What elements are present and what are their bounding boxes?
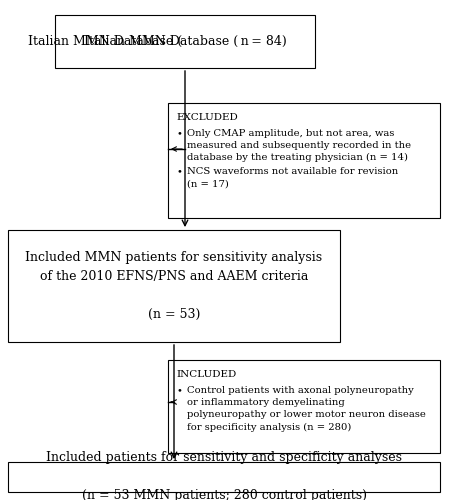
Text: NCS waveforms not available for revision
(n = 17): NCS waveforms not available for revision… xyxy=(187,167,397,188)
Bar xyxy=(8,230,339,342)
Text: Included MMN patients for sensitivity analysis
of the 2010 EFNS/PNS and AAEM cri: Included MMN patients for sensitivity an… xyxy=(25,251,322,321)
Bar xyxy=(168,360,439,453)
Text: Italian MMN Database ( n = 84): Italian MMN Database ( n = 84) xyxy=(83,35,286,48)
Text: Included patients for sensitivity and specificity analyses

(n = 53 MMN patients: Included patients for sensitivity and sp… xyxy=(46,452,401,500)
Text: •: • xyxy=(177,167,183,176)
Bar xyxy=(8,462,439,492)
Text: •: • xyxy=(177,129,183,138)
Text: INCLUDED: INCLUDED xyxy=(175,370,236,379)
Text: •: • xyxy=(177,386,183,395)
Text: Italian MMN Database (: Italian MMN Database ( xyxy=(28,35,184,48)
Text: Only CMAP amplitude, but not area, was
measured and subsequently recorded in the: Only CMAP amplitude, but not area, was m… xyxy=(187,129,410,162)
Bar xyxy=(55,15,314,68)
Bar xyxy=(168,103,439,218)
Text: Control patients with axonal polyneuropathy
or inflammatory demyelinating
polyne: Control patients with axonal polyneuropa… xyxy=(187,386,425,432)
Text: EXCLUDED: EXCLUDED xyxy=(175,113,237,122)
